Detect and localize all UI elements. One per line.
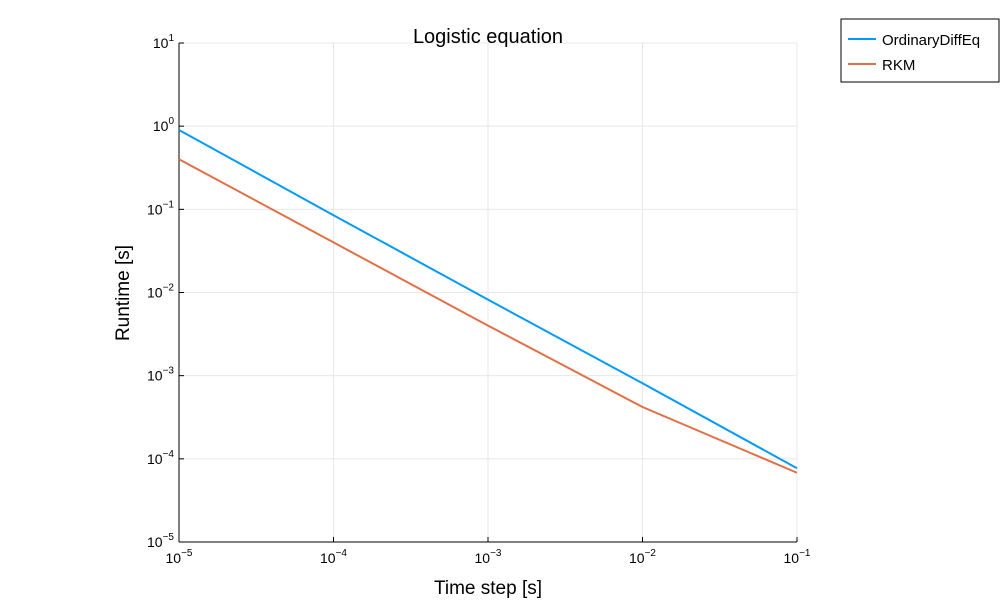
y-tick-label: 10−5 [147, 532, 174, 550]
x-tick-label: 10−3 [475, 548, 502, 566]
legend-box [840, 18, 1000, 83]
y-tick-label: 10−4 [147, 449, 174, 467]
x-axis-label: Time step [s] [434, 578, 542, 599]
y-tick-label: 10−2 [147, 283, 174, 301]
y-tick-label: 10−1 [147, 199, 174, 217]
x-tick-label: 10−1 [784, 548, 811, 566]
grid [178, 42, 798, 543]
legend-label-ordinarydiffeq: OrdinaryDiffEq [882, 32, 980, 49]
legend-label-rkm: RKM [882, 57, 915, 74]
y-ticks: 10−5 10−4 10−3 10−2 10−1 100 101 [147, 33, 184, 550]
x-tick-label: 10−5 [166, 548, 193, 566]
x-tick-label: 10−4 [320, 548, 347, 566]
y-axis-label: Runtime [s] [113, 245, 134, 341]
series-line-ordinarydiffeq [178, 129, 798, 470]
legend: OrdinaryDiffEq RKM [840, 18, 1000, 83]
series-line-rkm [178, 158, 798, 474]
y-tick-label: 100 [153, 116, 175, 134]
y-tick-label: 10−3 [147, 366, 174, 384]
x-ticks: 10−5 10−4 10−3 10−2 10−1 [166, 537, 811, 566]
series-lines [178, 129, 798, 474]
x-tick-label: 10−2 [629, 548, 656, 566]
y-tick-label: 101 [153, 33, 175, 51]
chart-title: Logistic equation [413, 26, 563, 48]
